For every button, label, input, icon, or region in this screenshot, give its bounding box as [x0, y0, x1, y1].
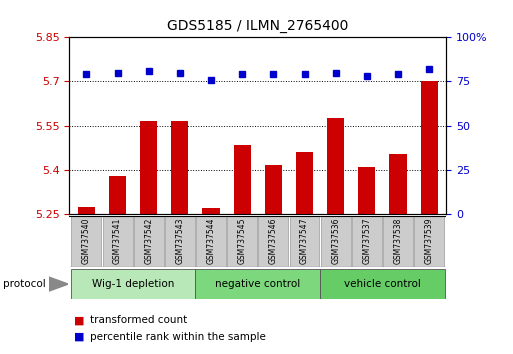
Text: ■: ■	[74, 332, 85, 342]
Bar	[296, 152, 313, 214]
Bar	[195, 269, 320, 299]
Text: ■: ■	[74, 315, 85, 325]
Bar	[389, 154, 407, 214]
Bar	[321, 216, 351, 267]
Text: GSM737536: GSM737536	[331, 217, 340, 264]
Bar	[233, 145, 251, 214]
Text: GSM737544: GSM737544	[207, 217, 215, 264]
Bar	[71, 269, 195, 299]
Bar	[358, 167, 376, 214]
Bar	[227, 216, 257, 267]
Bar	[383, 216, 413, 267]
Text: GSM737542: GSM737542	[144, 217, 153, 264]
Title: GDS5185 / ILMN_2765400: GDS5185 / ILMN_2765400	[167, 19, 348, 33]
Text: GSM737547: GSM737547	[300, 217, 309, 264]
Bar	[320, 269, 445, 299]
Bar	[78, 207, 95, 214]
Text: GSM737539: GSM737539	[425, 217, 433, 264]
Bar	[421, 81, 438, 214]
Polygon shape	[49, 277, 68, 291]
Text: GSM737537: GSM737537	[362, 217, 371, 264]
Bar	[203, 208, 220, 214]
Bar	[259, 216, 288, 267]
Bar	[352, 216, 382, 267]
Text: GSM737541: GSM737541	[113, 217, 122, 264]
Text: GSM737543: GSM737543	[175, 217, 184, 264]
Bar	[196, 216, 226, 267]
Text: protocol: protocol	[3, 279, 45, 289]
Bar	[289, 216, 320, 267]
Bar	[265, 166, 282, 214]
Text: GSM737538: GSM737538	[393, 217, 403, 264]
Bar	[103, 216, 132, 267]
Bar	[414, 216, 444, 267]
Bar	[109, 176, 126, 214]
Text: vehicle control: vehicle control	[344, 279, 421, 289]
Bar	[327, 118, 344, 214]
Bar	[165, 216, 195, 267]
Bar	[171, 121, 188, 214]
Text: GSM737545: GSM737545	[238, 217, 247, 264]
Bar	[134, 216, 164, 267]
Bar	[140, 121, 157, 214]
Bar	[71, 216, 102, 267]
Text: negative control: negative control	[215, 279, 301, 289]
Text: percentile rank within the sample: percentile rank within the sample	[90, 332, 266, 342]
Text: GSM737540: GSM737540	[82, 217, 91, 264]
Text: Wig-1 depletion: Wig-1 depletion	[92, 279, 174, 289]
Text: GSM737546: GSM737546	[269, 217, 278, 264]
Text: transformed count: transformed count	[90, 315, 187, 325]
